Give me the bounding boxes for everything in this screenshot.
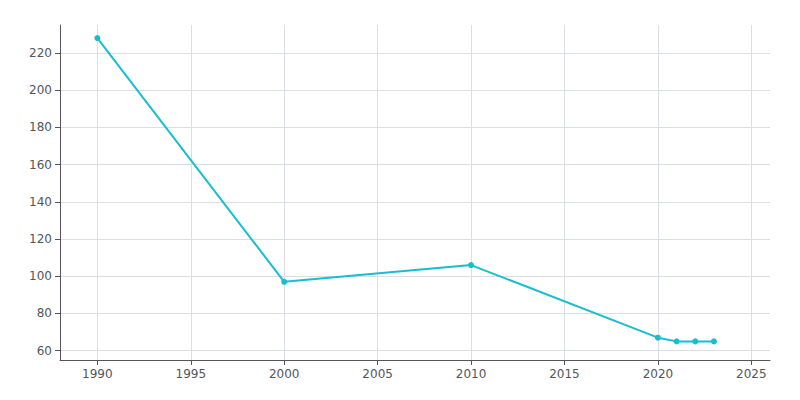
svg-text:180: 180 bbox=[29, 120, 52, 134]
svg-text:100: 100 bbox=[29, 269, 52, 283]
svg-text:160: 160 bbox=[29, 158, 52, 172]
svg-text:2025: 2025 bbox=[736, 367, 767, 381]
svg-text:220: 220 bbox=[29, 46, 52, 60]
svg-text:2015: 2015 bbox=[549, 367, 580, 381]
svg-text:2000: 2000 bbox=[269, 367, 300, 381]
svg-text:2005: 2005 bbox=[362, 367, 393, 381]
svg-text:120: 120 bbox=[29, 232, 52, 246]
svg-text:2010: 2010 bbox=[456, 367, 487, 381]
svg-text:1990: 1990 bbox=[82, 367, 113, 381]
svg-text:60: 60 bbox=[37, 344, 52, 358]
svg-text:140: 140 bbox=[29, 195, 52, 209]
svg-text:80: 80 bbox=[37, 306, 52, 320]
svg-text:2020: 2020 bbox=[643, 367, 674, 381]
svg-text:200: 200 bbox=[29, 83, 52, 97]
svg-text:1995: 1995 bbox=[176, 367, 207, 381]
